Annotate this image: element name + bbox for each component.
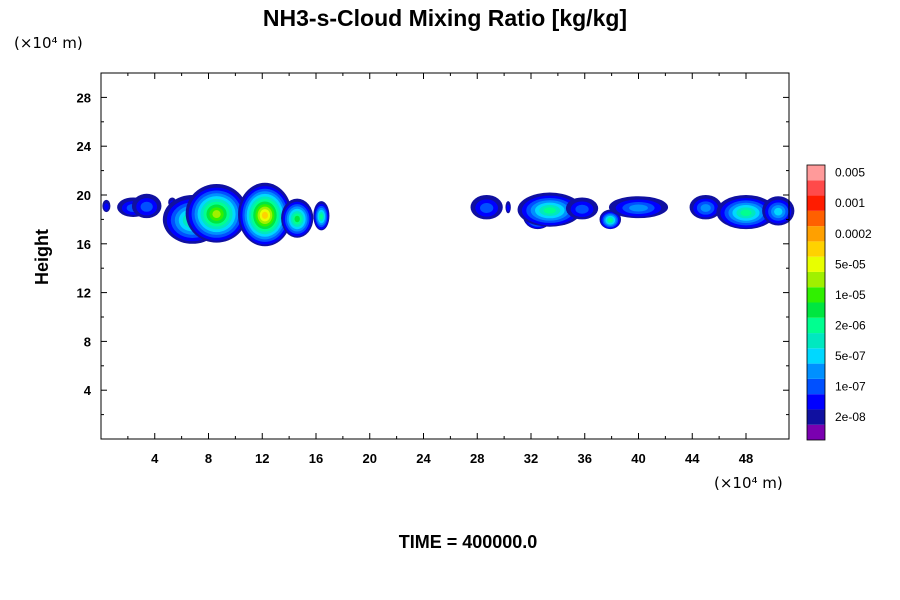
cloud-contour <box>608 218 613 223</box>
cloud-contour <box>319 213 323 220</box>
colorbar: 2e-08 1e-07 5e-07 2e-06 1e-05 5e-05 0.0002 0.00… <box>806 164 872 441</box>
colorbar-swatch <box>807 348 825 364</box>
colorbar-label: 1e-07 <box>835 380 866 394</box>
colorbar-swatch <box>807 394 825 410</box>
colorbar-label: 0.005 <box>835 166 865 180</box>
cloud-blob <box>689 195 722 220</box>
colorbar-swatch <box>807 424 825 440</box>
y-axis-unit: (×10⁴ m) <box>14 34 83 52</box>
colorbar-swatch <box>807 363 825 379</box>
cloud-blob <box>608 196 669 219</box>
cloud-contour <box>629 204 648 212</box>
x-tick-label: 20 <box>363 451 377 466</box>
cloud-blob <box>281 198 314 238</box>
colorbar-swatch <box>807 241 825 257</box>
cloud-contour <box>480 202 494 214</box>
x-tick-label: 24 <box>416 451 431 466</box>
cloud-contour <box>294 215 300 223</box>
cloud-field <box>102 182 795 247</box>
colorbar-swatch <box>807 378 825 395</box>
colorbar-swatch <box>807 317 825 334</box>
x-tick-label: 44 <box>685 451 700 466</box>
y-tick-label: 20 <box>77 188 91 203</box>
cloud-blob <box>565 197 599 220</box>
cloud-contour <box>140 201 153 212</box>
cloud-blob <box>517 192 583 227</box>
cloud-blob <box>238 182 292 247</box>
colorbar-swatch <box>807 271 825 288</box>
colorbar-swatch <box>807 180 825 196</box>
cloud-contour <box>774 207 783 216</box>
x-tick-label: 8 <box>205 451 212 466</box>
cloud-contour <box>104 203 109 211</box>
cloud-contour <box>261 211 268 219</box>
chart-title: NH3-s-Cloud Mixing Ratio [kg/kg] <box>263 5 627 31</box>
cloud-blob <box>716 195 776 230</box>
x-tick-label: 4 <box>151 451 159 466</box>
x-tick-label: 36 <box>578 451 592 466</box>
x-tick-label: 16 <box>309 451 323 466</box>
y-tick-label: 28 <box>77 90 91 105</box>
cloud-blob <box>505 201 511 214</box>
y-axis-label: Height <box>32 229 52 285</box>
cloud-contour <box>740 209 752 217</box>
cloud-blob <box>762 196 795 226</box>
colorbar-label: 0.001 <box>835 196 865 210</box>
y-tick-label: 24 <box>77 139 92 154</box>
colorbar-label: 0.0002 <box>835 227 872 241</box>
x-tick-label: 28 <box>470 451 484 466</box>
cloud-contour <box>543 207 556 214</box>
cloud-blob <box>131 193 162 219</box>
plot-frame <box>100 72 790 440</box>
x-tick-label: 48 <box>739 451 753 466</box>
colorbar-swatch <box>807 287 825 303</box>
y-tick-label: 16 <box>77 237 91 252</box>
colorbar-swatch <box>807 226 825 242</box>
colorbar-swatch <box>807 195 825 211</box>
x-tick-label: 12 <box>255 451 269 466</box>
y-tick-label: 4 <box>84 383 92 398</box>
cloud-blob <box>102 199 111 213</box>
colorbar-swatch <box>807 409 825 425</box>
colorbar-label: 2e-06 <box>835 318 866 332</box>
cloud-blob <box>185 184 248 243</box>
colorbar-label: 1e-05 <box>835 288 866 302</box>
colorbar-frame <box>806 164 826 441</box>
colorbar-label: 2e-08 <box>835 410 866 424</box>
x-tick-label: 32 <box>524 451 538 466</box>
cloud-contour <box>700 204 711 212</box>
cloud-contour <box>575 204 589 214</box>
y-tick-label: 8 <box>84 334 91 349</box>
y-tick-label: 12 <box>77 286 91 301</box>
cloud-blob <box>599 209 622 230</box>
colorbar-swatch <box>807 256 825 272</box>
x-axis-unit: (×10⁴ m) <box>714 474 783 492</box>
colorbar-label: 5e-07 <box>835 349 866 363</box>
cloud-contour <box>212 210 221 219</box>
colorbar-swatch <box>807 333 825 349</box>
colorbar-swatch <box>807 210 825 227</box>
cloud-blob <box>313 201 330 231</box>
colorbar-swatch <box>807 302 825 318</box>
cloud-blob <box>470 195 503 220</box>
x-tick-label: 40 <box>631 451 645 466</box>
colorbar-swatch <box>807 165 825 181</box>
colorbar-label: 5e-05 <box>835 257 866 271</box>
time-label: TIME = 400000.0 <box>399 532 538 552</box>
cloud-contour <box>506 204 510 212</box>
